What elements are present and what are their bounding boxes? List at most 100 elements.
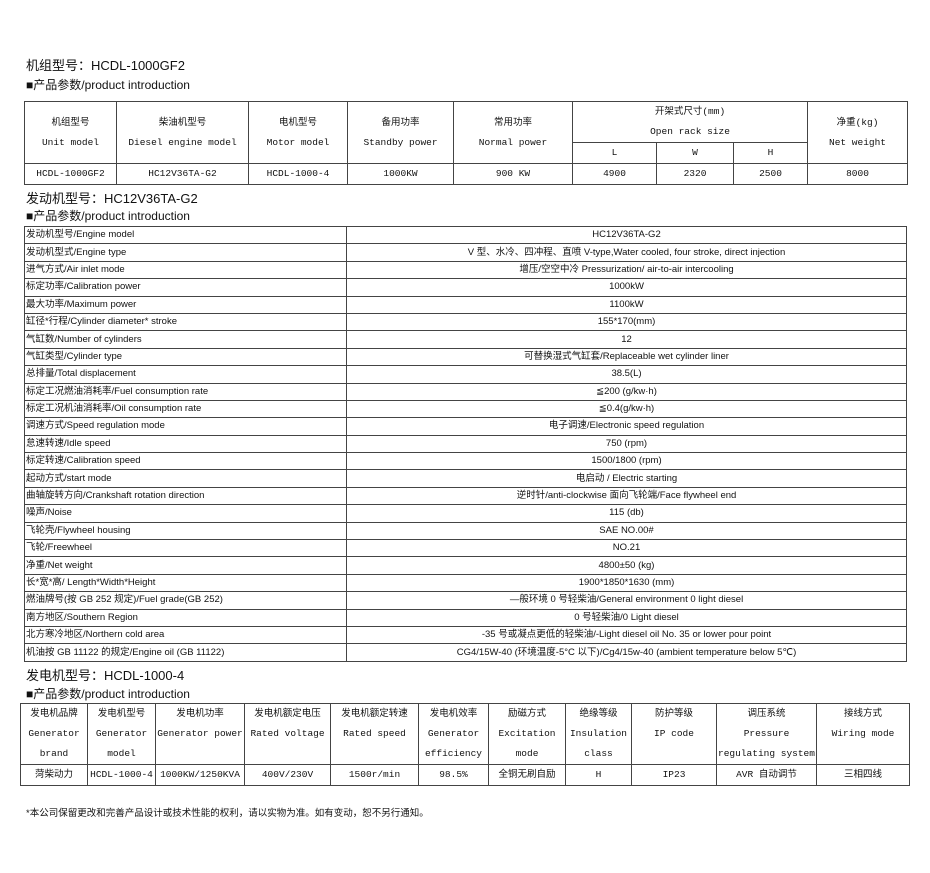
param-value: 逆时针/anti-clockwise 面向飞轮端/Face flywheel e… [346,486,907,506]
param-name: 南方地区/Southern Region [24,608,347,627]
param-name: 发动机型号/Engine model [24,225,347,245]
cell-line: Rated voltage [250,728,325,739]
cell-line: mode [515,748,539,759]
param-value: —般环境 0 号轻柴油/General environment 0 light … [346,591,907,610]
header-dim: L [572,142,657,164]
header-dim: W [656,142,734,164]
table-header: 常用功率 Normal power [453,101,573,164]
table-cell: 98.5% [418,764,489,786]
param-value: 可替换湿式气缸套/Replaceable wet cylinder liner [346,347,907,367]
cell-line: brand [39,748,69,759]
generator-section: ■产品参数/product introduction [26,687,190,701]
cell-line: 常用功率 [493,116,532,128]
table-cell: HC12V36TA-G2 [116,163,249,185]
param-value: NO.21 [346,539,907,558]
table-header: 发电机功率 Generator power [155,703,245,765]
cell-line: Generator [95,728,148,739]
param-name: 长*宽*高/ Length*Width*Height [24,573,347,593]
table-header: 接线方式 Wiring mode [816,703,910,765]
table-header: 调压系统 Pressure regulating system [716,703,817,765]
param-name: 噪声/Noise [24,504,347,523]
table-cell: HCDL-1000GF2 [24,163,117,185]
param-value: 0 号轻柴油/0 Light diesel [346,608,907,627]
table-header: 发电机效率 Generator efficiency [418,703,489,765]
cell-line: 发电机额定电压 [254,708,321,719]
cell-line: 发电机功率 [176,708,224,719]
table-row: 发动机型式/Engine type V 型、水冷、四冲程、直喷 V-type,Wa… [24,243,907,262]
param-name: 飞轮壳/Flywheel housing [24,521,347,541]
param-value: SAE NO.00# [346,521,907,541]
param-name: 标定转速/Calibration speed [24,452,347,471]
param-name: 总排量/Total displacement [24,365,347,384]
table-row: 发动机型号/Engine model HC12V36TA-G2 [24,225,907,245]
table-row: 气缸类型/Cylinder type 可替换湿式气缸套/Replaceable w… [24,347,907,367]
footer-note: *本公司保留更改和完善产品设计或技术性能的权利，请以实物为准。如有变动，恕不另行… [26,808,429,819]
cell-line: Diesel engine model [128,136,237,148]
table-header: 绝缘等级 Insulation class [565,703,632,765]
cell-line: 调压系统 [747,708,786,719]
param-value: 电子调速/Electronic speed regulation [346,417,907,436]
generator-table: 发电机品牌 Generator brand 发电机型号 Generator model 发电… [20,703,910,786]
table-row: 总排量/Total displacement 38.5(L) [24,365,907,384]
cell-line: Generator power [157,728,243,739]
param-value: 115 (db) [346,504,907,523]
param-value: CG4/15W-40 (环境温度-5°C 以下)/Cg4/15w-40 (amb… [346,643,907,662]
param-value: 增压/空空中冷 Pressurization/ air-to-air inter… [346,260,907,280]
param-name: 标定功率/Calibration power [24,278,347,297]
cell-line: 防护等级 [654,708,693,719]
cell-line: Open rack size [650,126,730,137]
cell-line [818,744,909,764]
table-cell: HCDL-1000-4 [248,163,348,185]
unit-table: 机组型号 Unit model 柴油机型号 Diesel engine model 电机… [24,101,909,185]
param-value: 4800±50 (kg) [346,556,907,575]
param-value: 12 [346,330,907,349]
cell-line: Motor model [266,136,330,148]
table-cell: 400V/230V [244,764,331,786]
table-header: 发电机型号 Generator model [87,703,156,765]
param-name: 飞轮/Freewheel [24,539,347,558]
cell-line: 柴油机型号 [158,116,207,128]
table-header: 发电机品牌 Generator brand [20,703,88,765]
table-cell: 三相四线 [816,764,910,786]
param-name: 缸径*行程/Cylinder diameter* stroke [24,312,347,332]
table-cell: 2500 [732,163,809,185]
cell-line: Unit model [41,136,99,148]
param-name: 气缸类型/Cylinder type [24,347,347,367]
cell-line: 开架式尺寸(mm) [654,106,726,117]
table-row: 调速方式/Speed regulation mode 电子调速/Electroni… [24,417,907,436]
table-row: 进气方式/Air inlet mode 增压/空空中冷 Pressurizatio… [24,260,907,280]
param-value: 1100kW [346,295,907,314]
cell-line: Net weight [829,136,887,148]
table-cell: H [565,764,632,786]
cell-line: Generator [427,728,480,739]
param-value: 电启动 / Electric starting [346,469,907,488]
table-cell: 1000KW/1250KVA [155,764,245,786]
cell-line: Wiring mode [831,728,895,739]
table-row: 噪声/Noise 115 (db) [24,504,907,523]
table-header: 励磁方式 Excitation mode [488,703,566,765]
table-header: 净重(kg) Net weight [807,101,909,164]
table-header: 防护等级 IP code [631,703,717,765]
engine-section: ■产品参数/product introduction [26,209,190,223]
table-row: 标定功率/Calibration power 1000kW [24,278,907,297]
cell-line: Standby power [363,136,438,148]
cell-line: 励磁方式 [507,708,546,719]
param-value: HC12V36TA-G2 [346,225,907,245]
param-name: 气缸数/Number of cylinders [24,330,347,349]
table-row: 南方地区/Southern Region 0 号轻柴油/0 Light diese… [24,608,907,627]
param-name: 进气方式/Air inlet mode [24,260,347,280]
table-header: 电机型号 Motor model [248,101,348,164]
param-name: 怠速转速/Idle speed [24,434,347,454]
param-value: ≦200 (g/kw·h) [346,382,907,401]
cell-line: model [107,748,136,759]
param-name: 机油按 GB 11122 的规定/Engine oil (GB 11122) [24,643,347,662]
cell-line: 发电机品牌 [30,708,78,719]
table-row: 曲轴旋转方向/Crankshaft rotation direction 逆时针/… [24,486,907,506]
cell-line: 电机型号 [278,116,317,128]
param-value: -35 号或凝点更低的轻柴油/-Light diesel oil No. 35 … [346,625,907,645]
table-cell: 1000KW [347,163,454,185]
cell-line [246,744,330,764]
table-header: 发电机额定电压 Rated voltage [244,703,331,765]
cell-line: efficiency [424,748,482,759]
param-name: 最大功率/Maximum power [24,295,347,314]
